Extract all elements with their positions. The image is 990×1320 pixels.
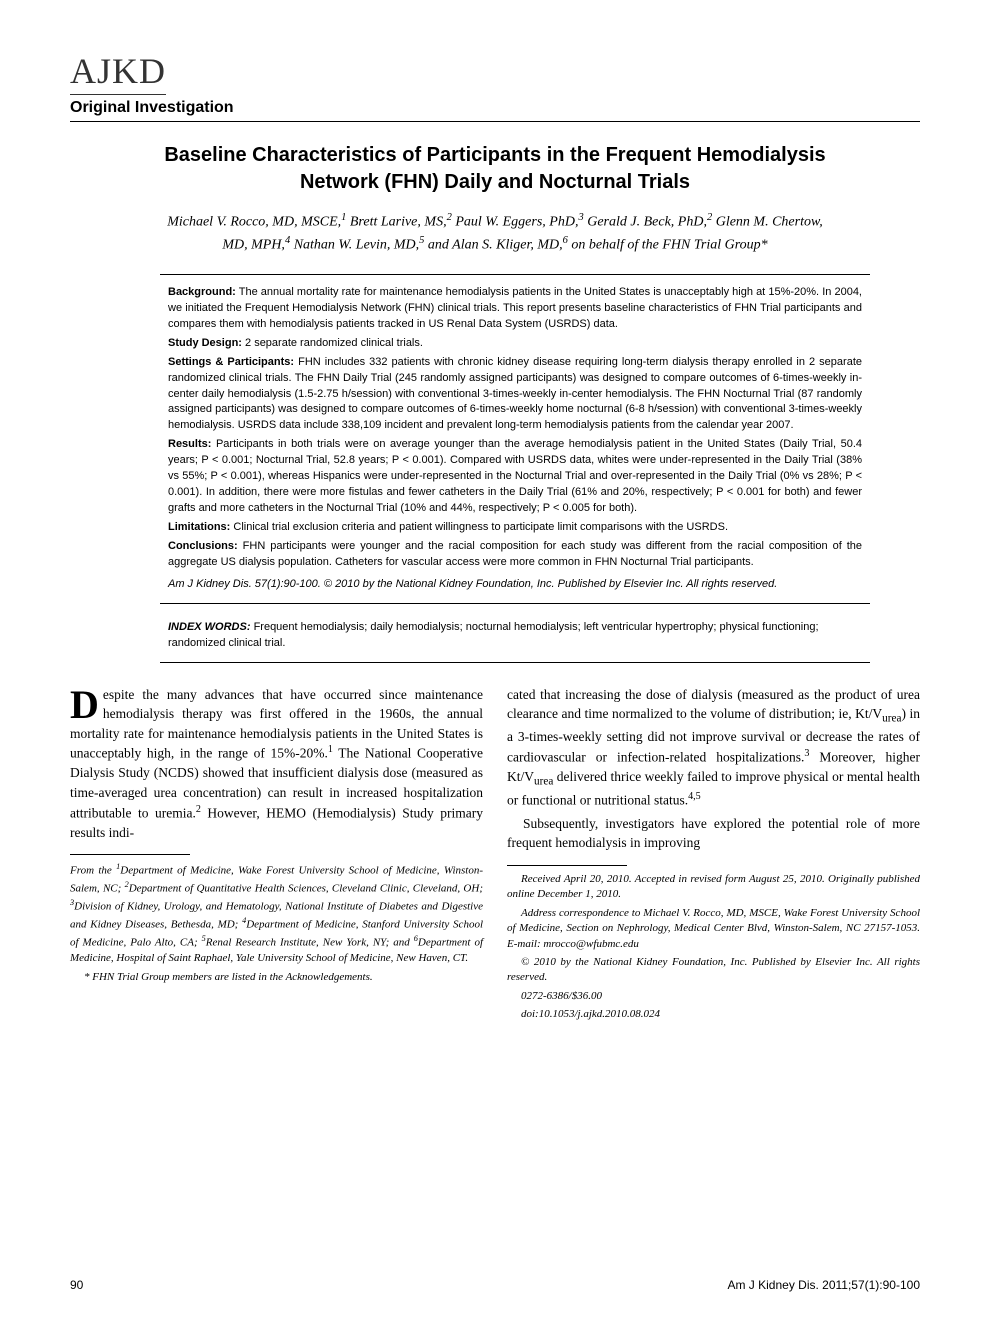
authors: Michael V. Rocco, MD, MSCE,1 Brett Lariv… (155, 210, 835, 256)
abstract-results: Results: Participants in both trials wer… (168, 437, 862, 517)
background-label: Background: (168, 286, 236, 298)
background-text: The annual mortality rate for maintenanc… (168, 286, 862, 330)
design-label: Study Design: (168, 337, 242, 349)
settings-label: Settings & Participants: (168, 356, 294, 368)
abstract-limitations: Limitations: Clinical trial exclusion cr… (168, 520, 862, 536)
body-column-right: cated that increasing the dose of dialys… (507, 685, 920, 1023)
footer-separator (70, 854, 190, 855)
abstract-settings: Settings & Participants: FHN includes 33… (168, 355, 862, 435)
abstract-conclusions: Conclusions: FHN participants were young… (168, 539, 862, 571)
index-words-box: INDEX WORDS: Frequent hemodialysis; dail… (160, 614, 870, 663)
limitations-label: Limitations: (168, 521, 230, 533)
journal-logo: AJKD (70, 50, 920, 95)
body-p1: Despite the many advances that have occu… (70, 685, 483, 843)
article-title: Baseline Characteristics of Participants… (145, 142, 845, 196)
page-number: 90 (70, 1278, 83, 1292)
body-p2: cated that increasing the dose of dialys… (507, 685, 920, 810)
footer-separator-right (507, 865, 627, 866)
abstract-box: Background: The annual mortality rate fo… (160, 274, 870, 604)
issn-text: 0272-6386/$36.00 (507, 989, 920, 1004)
abstract-background: Background: The annual mortality rate fo… (168, 285, 862, 333)
page-citation: Am J Kidney Dis. 2011;57(1):90-100 (727, 1278, 920, 1292)
limitations-text: Clinical trial exclusion criteria and pa… (233, 521, 728, 533)
results-label: Results: (168, 438, 211, 450)
conclusions-text: FHN participants were younger and the ra… (168, 540, 862, 568)
section-type: Original Investigation (70, 99, 920, 122)
index-words-text: Frequent hemodialysis; daily hemodialysi… (168, 621, 819, 649)
conclusions-label: Conclusions: (168, 540, 238, 552)
group-note: * FHN Trial Group members are listed in … (70, 970, 483, 985)
body-column-left: Despite the many advances that have occu… (70, 685, 483, 1023)
abstract-design: Study Design: 2 separate randomized clin… (168, 336, 862, 352)
doi-text: doi:10.1053/j.ajkd.2010.08.024 (507, 1007, 920, 1022)
index-words-label: INDEX WORDS: (168, 621, 251, 633)
correspondence-text: Address correspondence to Michael V. Roc… (507, 906, 920, 952)
page-footer: 90 Am J Kidney Dis. 2011;57(1):90-100 (70, 1278, 920, 1292)
received-text: Received April 20, 2010. Accepted in rev… (507, 872, 920, 903)
abstract-copyright: Am J Kidney Dis. 57(1):90-100. © 2010 by… (168, 577, 862, 593)
affiliations: From the 1Department of Medicine, Wake F… (70, 861, 483, 967)
results-text: Participants in both trials were on aver… (168, 438, 862, 514)
copyright2-text: © 2010 by the National Kidney Foundation… (507, 955, 920, 986)
journal-logo-text: AJKD (70, 50, 166, 95)
design-text: 2 separate randomized clinical trials. (245, 337, 423, 349)
body-p3: Subsequently, investigators have explore… (507, 814, 920, 853)
body-columns: Despite the many advances that have occu… (70, 685, 920, 1023)
